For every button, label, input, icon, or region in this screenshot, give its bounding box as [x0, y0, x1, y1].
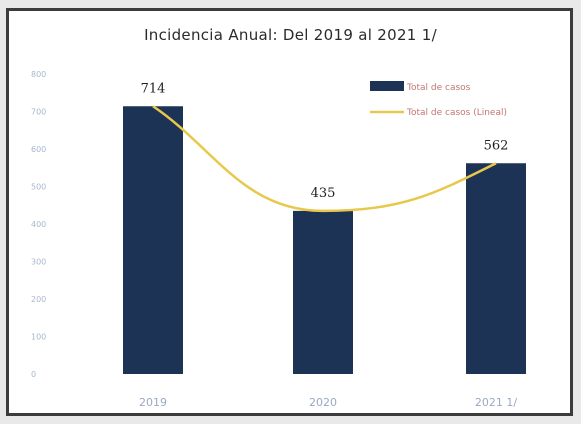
y-tick-label: 100 — [31, 333, 46, 342]
y-axis-ticks: 0 100 200 300 400 500 600 700 800 — [31, 70, 46, 379]
trend-line — [152, 105, 497, 213]
chart-title: Incidencia Anual: Del 2019 al 2021 1/ — [144, 26, 437, 44]
legend: Total de casos Total de casos (Lineal) — [370, 81, 507, 118]
x-axis-categories: 2019 2020 2021 1/ — [139, 396, 517, 409]
data-label: 714 — [141, 81, 166, 96]
legend-line-label: Total de casos (Lineal) — [406, 108, 507, 118]
bar-2019 — [123, 106, 183, 374]
x-category-label: 2019 — [139, 396, 167, 409]
y-tick-label: 0 — [31, 370, 36, 379]
bar-2021-1- — [466, 163, 526, 374]
y-tick-label: 300 — [31, 258, 46, 267]
legend-bar-swatch — [370, 81, 404, 91]
y-tick-label: 500 — [31, 183, 46, 192]
trend-line-path — [152, 105, 497, 213]
y-tick-label: 400 — [31, 220, 46, 229]
bars — [123, 106, 526, 374]
y-tick-label: 200 — [31, 295, 46, 304]
y-tick-label: 800 — [31, 70, 46, 79]
data-label: 435 — [311, 186, 336, 201]
x-category-label: 2021 1/ — [475, 396, 517, 409]
y-tick-label: 600 — [31, 145, 46, 154]
legend-bar-label: Total de casos — [406, 83, 471, 93]
data-label: 562 — [484, 138, 509, 153]
x-category-label: 2020 — [309, 396, 337, 409]
bar-2020 — [293, 210, 353, 374]
data-labels: 714 435 562 — [141, 81, 509, 201]
y-tick-label: 700 — [31, 108, 46, 117]
